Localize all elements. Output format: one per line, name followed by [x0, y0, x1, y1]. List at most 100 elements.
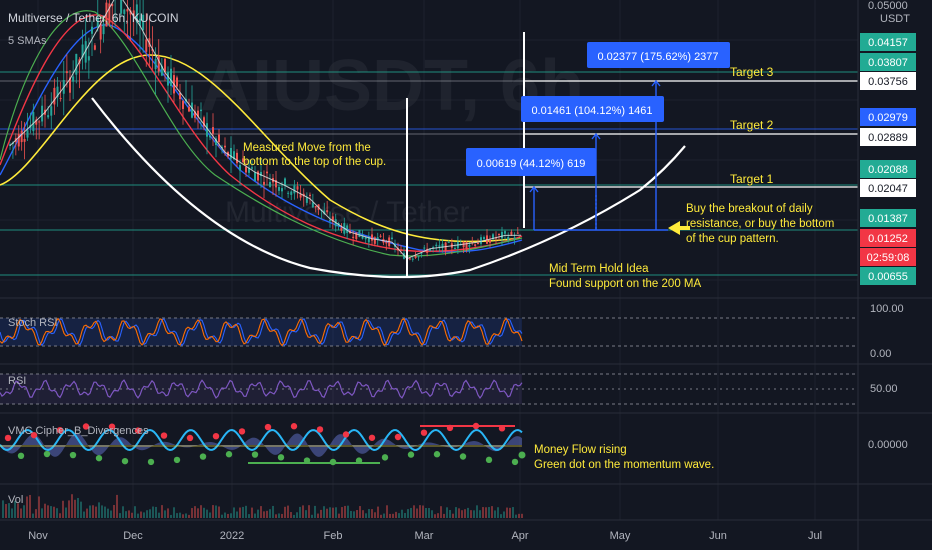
candle-body	[126, 9, 129, 12]
rsi-label[interactable]: RSI	[8, 375, 26, 387]
price-candles	[9, 0, 522, 262]
indicator-legend[interactable]: 5 SMAs	[8, 35, 47, 47]
candle-body	[260, 171, 262, 177]
price-badge-value: 0.00655	[868, 271, 908, 283]
candle-body	[72, 76, 75, 82]
volume-bar	[344, 505, 346, 518]
volume-bar	[440, 506, 442, 518]
time-label: Apr	[511, 530, 528, 542]
candle-body	[188, 106, 190, 112]
candle-body	[309, 194, 311, 197]
volume-bar	[416, 508, 418, 518]
volume-bar	[521, 513, 523, 518]
candle-body	[167, 71, 169, 86]
volume-bar	[170, 514, 172, 518]
volume-bar	[473, 510, 475, 518]
volume-bar	[245, 505, 247, 518]
volume-bar	[518, 513, 520, 518]
candle-body	[346, 225, 349, 233]
volume-bar	[443, 513, 445, 518]
volume-bar	[428, 508, 430, 518]
volume-bar	[266, 510, 268, 518]
volume-bar	[359, 506, 361, 518]
volume-bar	[317, 513, 319, 518]
candle-body	[284, 178, 286, 186]
volume-bar	[269, 509, 271, 518]
volume-bar	[410, 507, 412, 518]
volume-bar	[257, 509, 259, 518]
volume-bar	[230, 513, 232, 518]
volume-bar	[71, 494, 73, 518]
candle-body	[376, 237, 379, 240]
volume-bar	[119, 513, 121, 518]
candle-body	[492, 234, 494, 240]
candle-body	[123, 9, 126, 14]
candle-body	[242, 158, 244, 163]
volume-bar	[263, 511, 265, 518]
volume-bar	[494, 510, 496, 518]
vmc-label[interactable]: VMC Cipher_B_Divergences	[8, 425, 149, 437]
volume-label[interactable]: Vol	[8, 494, 23, 506]
symbol-title[interactable]: Multiverse / Tether, 6h, KUCOIN	[8, 11, 179, 25]
candle-body	[47, 115, 50, 118]
candle-body	[296, 186, 299, 190]
candle-body	[474, 244, 477, 246]
price-axis-currency: USDT	[880, 13, 910, 25]
candle-body	[305, 197, 308, 203]
volume-bar	[512, 507, 514, 518]
red-dot-icon	[290, 423, 298, 430]
volume-bar	[413, 505, 415, 518]
candle-body	[504, 231, 506, 234]
target-3-label: Target 3	[730, 65, 774, 79]
candle-body	[233, 151, 235, 160]
rsi-line	[0, 379, 523, 400]
volume-bar	[188, 514, 190, 518]
ma-50-line	[0, 14, 523, 253]
measure-box-2-label: 0.01461 (104.12%) 1461	[531, 105, 652, 117]
price-badge: 0.02889	[860, 128, 916, 146]
candle-body	[266, 171, 268, 174]
candle-body	[293, 185, 296, 194]
candle-body	[331, 216, 334, 222]
money-flow-note-line-1: Money Flow rising	[534, 444, 627, 456]
candle-body	[361, 235, 364, 239]
green-dot-icon	[95, 454, 103, 462]
volume-bar	[476, 505, 478, 518]
price-badge: 0.02979	[860, 108, 916, 126]
buy-note-line-1: Buy the breakout of daily	[686, 203, 813, 215]
stoch-rsi-label[interactable]: Stoch RSI	[8, 317, 58, 329]
candle-body	[426, 248, 429, 253]
volume-bar	[68, 500, 70, 518]
red-dot-icon	[186, 434, 194, 442]
green-dot-icon	[199, 453, 207, 460]
red-dot-icon	[316, 426, 324, 433]
volume-bar	[497, 507, 499, 518]
candle-body	[323, 210, 326, 214]
measure-box-1[interactable]: 0.02377 (175.62%) 2377	[587, 42, 730, 68]
price-badge-value: 0.02979	[868, 112, 908, 124]
buy-note-line-3: of the cup pattern.	[686, 233, 779, 245]
candle-body	[358, 229, 361, 238]
volume-bar	[374, 512, 376, 518]
volume-bar	[458, 508, 460, 518]
price-badge-value: 0.01387	[868, 213, 908, 225]
volume-bar	[236, 511, 238, 518]
volume-bar	[131, 512, 133, 518]
candle-body	[501, 231, 503, 239]
price-badge-value: 0.03756	[868, 76, 908, 88]
candle-body	[287, 192, 290, 194]
volume-bar	[461, 510, 463, 518]
candle-body	[314, 205, 317, 208]
measure-box-2[interactable]: 0.01461 (104.12%) 1461	[521, 96, 664, 122]
measure-box-3[interactable]: 0.00619 (44.12%) 619	[466, 148, 596, 176]
volume-bar	[305, 510, 307, 518]
volume-bar	[98, 502, 100, 518]
volume-bar	[56, 508, 58, 518]
volume-bar	[20, 508, 22, 518]
volume-bar	[14, 500, 16, 518]
price-line	[9, 0, 522, 260]
candle-body	[99, 23, 102, 40]
measure-box-3-label: 0.00619 (44.12%) 619	[477, 158, 586, 170]
volume-bar	[455, 507, 457, 518]
